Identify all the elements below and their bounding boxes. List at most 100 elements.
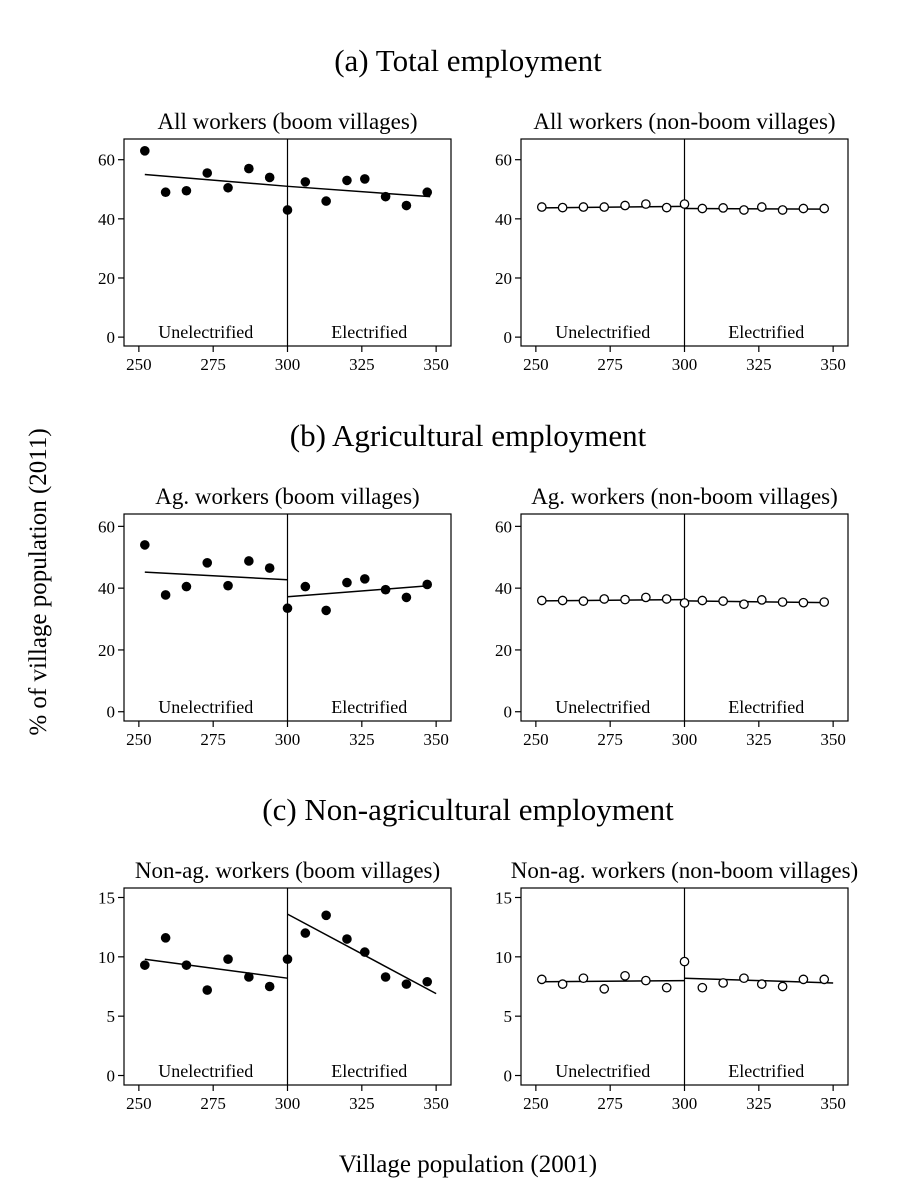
data-point (359, 947, 370, 957)
data-point (697, 982, 708, 993)
data-point (140, 146, 150, 156)
y-tick-label: 60 (98, 151, 115, 170)
data-point (202, 168, 213, 178)
data-point (181, 581, 192, 592)
data-point (244, 972, 254, 982)
region-label-unelectrified: Unelectrified (555, 1061, 650, 1081)
y-tick-label: 10 (98, 948, 115, 967)
data-point (557, 202, 568, 213)
data-point (578, 202, 589, 212)
panel-5: Non-ag. workers (boom villages) 0 5 10 15 250… (98, 858, 452, 1113)
panel-title: Non-ag. workers (non-boom villages) (511, 858, 858, 883)
data-point (359, 574, 370, 584)
section-title-a: (a) Total employment (334, 43, 602, 78)
data-point (401, 592, 412, 603)
x-tick-label: 250 (126, 730, 152, 749)
x-tick-label: 300 (275, 355, 301, 374)
x-tick-label: 350 (423, 355, 449, 374)
data-point (679, 598, 690, 608)
x-tick-label: 350 (423, 1094, 449, 1113)
region-label-unelectrified: Unelectrified (158, 1061, 253, 1081)
y-tick-label: 0 (504, 1067, 513, 1086)
data-point (620, 594, 630, 605)
data-point (264, 172, 275, 183)
data-point (422, 187, 433, 198)
data-point (557, 595, 568, 606)
data-point (756, 979, 767, 989)
data-point (223, 580, 233, 591)
data-point (321, 910, 331, 921)
x-tick-label: 275 (200, 730, 226, 749)
data-point (599, 594, 610, 604)
data-point (422, 976, 433, 987)
data-point (697, 203, 708, 214)
y-tick-label: 5 (107, 1007, 116, 1026)
data-point (422, 579, 433, 590)
data-point (160, 187, 171, 198)
data-point (300, 177, 311, 187)
x-tick-label: 300 (275, 730, 301, 749)
data-point (160, 933, 171, 943)
region-label-unelectrified: Unelectrified (158, 322, 253, 342)
y-tick-label: 5 (504, 1007, 513, 1026)
data-point (244, 163, 254, 174)
y-tick-label: 0 (107, 1067, 116, 1086)
y-tick-label: 40 (98, 579, 115, 598)
data-point (223, 954, 233, 965)
data-point (202, 558, 213, 568)
x-tick-label: 250 (523, 1094, 549, 1113)
data-point (798, 203, 809, 214)
y-tick-label: 40 (495, 579, 512, 598)
x-tick-label: 325 (746, 355, 772, 374)
x-tick-label: 275 (200, 1094, 226, 1113)
data-point (282, 603, 293, 614)
data-point (321, 196, 331, 206)
data-point (300, 928, 311, 938)
x-tick-label: 300 (672, 730, 698, 749)
data-point (620, 970, 630, 981)
region-label-electrified: Electrified (728, 1061, 804, 1081)
region-label-electrified: Electrified (331, 697, 407, 717)
region-label-electrified: Electrified (728, 697, 804, 717)
data-point (359, 174, 370, 184)
figure-y-axis-label: % of village population (2011) (25, 428, 52, 735)
data-point (557, 979, 568, 989)
data-point (536, 595, 547, 606)
data-point (641, 975, 651, 986)
data-point (223, 182, 233, 193)
data-point (380, 584, 391, 595)
data-point (641, 592, 651, 603)
data-point (380, 191, 391, 202)
y-tick-label: 20 (98, 269, 115, 288)
panel-4: Ag. workers (non-boom villages) 0 20 40 60 25… (495, 484, 849, 749)
data-point (342, 577, 352, 588)
data-point (342, 175, 352, 186)
x-tick-label: 350 (820, 1094, 846, 1113)
region-label-electrified: Electrified (331, 1061, 407, 1081)
x-tick-label: 325 (349, 1094, 375, 1113)
data-point (264, 981, 275, 992)
data-point (718, 596, 728, 606)
y-tick-label: 0 (107, 703, 116, 722)
data-point (599, 202, 610, 212)
data-point (641, 199, 651, 209)
x-tick-label: 350 (820, 730, 846, 749)
y-tick-label: 60 (495, 517, 512, 536)
fit-line-right (287, 584, 431, 598)
data-point (798, 597, 809, 608)
chart-panels: All workers (boom villages) 0 20 40 60 250 275… (98, 109, 858, 1113)
data-point (300, 581, 311, 592)
panel-1: All workers (boom villages) 0 20 40 60 250 275… (98, 109, 452, 374)
y-tick-label: 0 (107, 328, 116, 347)
y-tick-label: 20 (495, 641, 512, 660)
x-tick-label: 350 (423, 730, 449, 749)
data-point (756, 202, 767, 212)
panel-title: All workers (boom villages) (158, 109, 418, 134)
panel-title: Non-ag. workers (boom villages) (135, 858, 440, 883)
data-point (140, 540, 150, 550)
panel-6: Non-ag. workers (non-boom villages) 0 5 10 1… (495, 858, 858, 1113)
y-tick-label: 15 (495, 888, 512, 907)
region-label-electrified: Electrified (728, 322, 804, 342)
panel-3: Ag. workers (boom villages) 0 20 40 60 250 275… (98, 484, 452, 749)
data-point (620, 200, 630, 211)
